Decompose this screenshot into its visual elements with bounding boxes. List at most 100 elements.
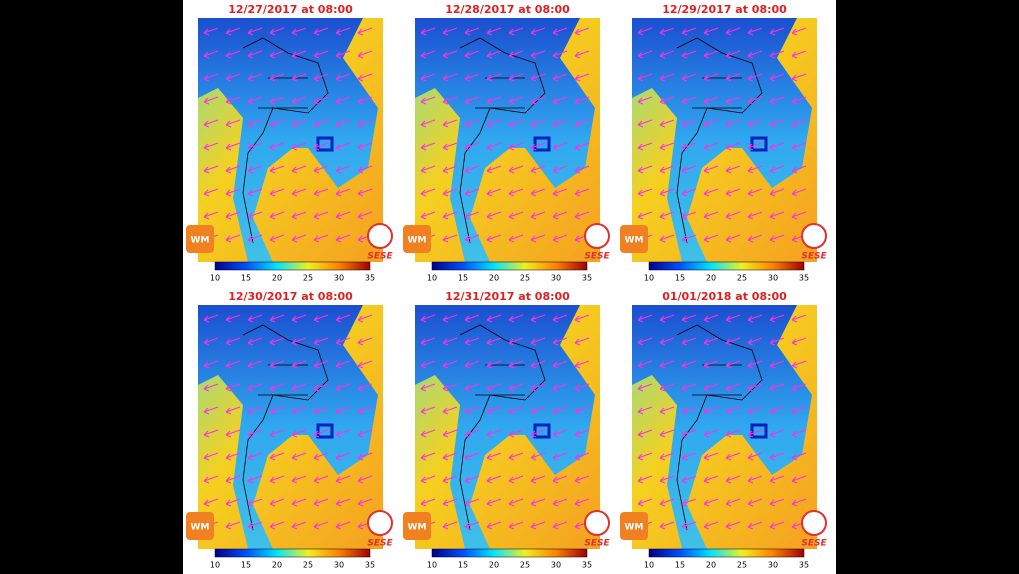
wind-arrow xyxy=(203,142,219,151)
wind-arrow xyxy=(291,360,307,369)
wind-arrow xyxy=(225,211,241,220)
wind-arrow xyxy=(486,188,502,197)
wind-arrow xyxy=(574,337,590,346)
colorbar-tick-label: 35 xyxy=(799,274,809,283)
wind-arrow xyxy=(269,383,285,392)
wind-arrow xyxy=(725,429,741,438)
wind-arrow xyxy=(247,234,263,243)
wind-arrow xyxy=(420,211,436,220)
wind-arrow xyxy=(725,142,741,151)
wind-arrow xyxy=(747,188,763,197)
wind-arrow xyxy=(442,314,458,323)
wind-arrow xyxy=(725,406,741,415)
wind-arrow xyxy=(335,119,351,128)
wind-arrow xyxy=(291,337,307,346)
wind-arrow xyxy=(442,452,458,461)
wind-arrow xyxy=(725,211,741,220)
wind-arrow xyxy=(508,475,524,484)
wind-arrow xyxy=(791,50,807,59)
map-panel: 12/31/2017 at 08:00 10 15 20 25 30 35 WM SESE xyxy=(403,290,610,570)
wind-arrow xyxy=(791,96,807,105)
wind-arrow xyxy=(420,429,436,438)
wind-arrow xyxy=(203,337,219,346)
wind-arrow xyxy=(703,211,719,220)
wind-arrow xyxy=(747,211,763,220)
wind-arrow xyxy=(203,27,219,36)
wind-arrow xyxy=(291,429,307,438)
wind-arrow xyxy=(769,429,785,438)
colorbar xyxy=(431,261,588,271)
wind-arrow xyxy=(659,119,675,128)
wind-arrow xyxy=(552,337,568,346)
land-region xyxy=(415,18,595,262)
wind-arrow xyxy=(247,452,263,461)
wind-arrow xyxy=(747,452,763,461)
logo-sese-emblem xyxy=(584,510,610,536)
wind-arrow xyxy=(769,498,785,507)
wind-arrow xyxy=(681,337,697,346)
wind-arrow xyxy=(574,406,590,415)
colorbar-tick-label: 25 xyxy=(737,274,747,283)
wind-arrow xyxy=(508,165,524,174)
wind-arrow xyxy=(659,50,675,59)
wind-arrow xyxy=(637,142,653,151)
colorbar-tick-label: 15 xyxy=(675,561,685,570)
wind-arrow xyxy=(552,96,568,105)
wind-arrow xyxy=(442,383,458,392)
wind-arrow xyxy=(442,50,458,59)
wind-arrow xyxy=(681,142,697,151)
wind-arrow xyxy=(225,73,241,82)
wind-arrow xyxy=(637,314,653,323)
wind-arrow xyxy=(574,96,590,105)
wind-arrow xyxy=(508,142,524,151)
wind-arrow xyxy=(725,188,741,197)
wind-arrow xyxy=(464,73,480,82)
wind-arrow xyxy=(637,50,653,59)
wind-arrow xyxy=(574,360,590,369)
wind-arrow xyxy=(530,383,546,392)
wind-arrow xyxy=(637,360,653,369)
wind-arrow xyxy=(637,452,653,461)
wind-arrow xyxy=(486,452,502,461)
wind-arrow xyxy=(335,96,351,105)
wind-arrow xyxy=(203,96,219,105)
wind-arrow xyxy=(464,452,480,461)
wind-arrow xyxy=(203,406,219,415)
wind-arrow xyxy=(357,188,373,197)
wind-arrow xyxy=(291,27,307,36)
wind-arrow xyxy=(791,142,807,151)
wind-arrow xyxy=(769,50,785,59)
wind-arrow xyxy=(574,314,590,323)
colorbar-tick-label: 15 xyxy=(458,561,468,570)
wind-arrow xyxy=(574,498,590,507)
wind-arrow xyxy=(486,27,502,36)
wind-arrow xyxy=(357,383,373,392)
wind-arrow xyxy=(357,50,373,59)
colorbar-tick-label: 10 xyxy=(210,274,220,283)
wind-arrow xyxy=(769,360,785,369)
wind-arrow xyxy=(442,429,458,438)
wind-arrow xyxy=(552,360,568,369)
wind-arrow xyxy=(552,452,568,461)
wind-arrow xyxy=(791,165,807,174)
wind-arrow xyxy=(247,142,263,151)
wind-arrow xyxy=(464,50,480,59)
wind-arrow xyxy=(225,314,241,323)
wind-arrow xyxy=(335,475,351,484)
wind-arrow xyxy=(313,50,329,59)
wind-arrow xyxy=(225,475,241,484)
map-title: 12/30/2017 at 08:00 xyxy=(228,290,353,303)
wind-arrow xyxy=(725,452,741,461)
wind-arrow xyxy=(637,96,653,105)
wind-arrow xyxy=(486,360,502,369)
wind-arrow xyxy=(637,429,653,438)
wind-arrow xyxy=(725,360,741,369)
wind-arrow xyxy=(681,165,697,174)
colorbar-tick-label: 35 xyxy=(365,561,375,570)
wind-arrow xyxy=(574,27,590,36)
wind-arrow xyxy=(464,360,480,369)
wind-arrow xyxy=(703,429,719,438)
wind-arrow xyxy=(508,452,524,461)
wind-arrow xyxy=(291,498,307,507)
